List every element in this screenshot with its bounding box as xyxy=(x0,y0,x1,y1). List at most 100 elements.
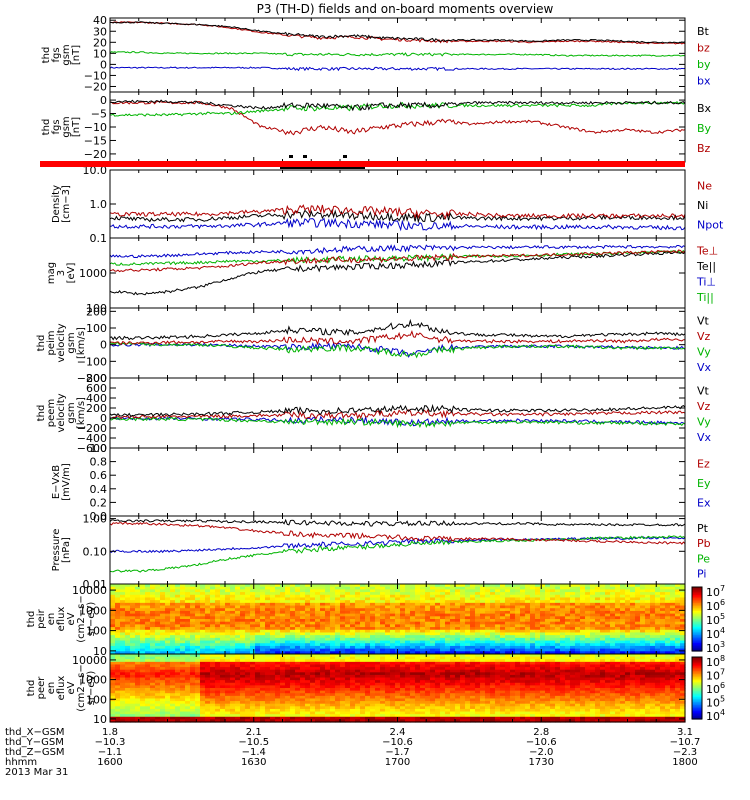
heatmap-cell xyxy=(345,711,351,715)
y-axis-label: eflux xyxy=(56,607,67,632)
heatmap-cell xyxy=(205,645,211,650)
heatmap-cell xyxy=(115,613,121,617)
heatmap-cell xyxy=(195,619,201,623)
heatmap-cell xyxy=(130,651,136,655)
heatmap-cell xyxy=(190,698,196,702)
heatmap-cell xyxy=(295,602,301,607)
heatmap-cell xyxy=(635,637,641,642)
heatmap-cell xyxy=(365,613,371,617)
heatmap-cell xyxy=(140,619,146,623)
heatmap-cell xyxy=(575,594,581,599)
heatmap-cell xyxy=(130,608,136,612)
y-tick-label: 100 xyxy=(86,302,107,315)
heatmap-cell xyxy=(135,703,141,707)
heatmap-cell xyxy=(190,656,196,660)
heatmap-cell xyxy=(565,651,571,655)
heatmap-cell xyxy=(535,619,541,623)
heatmap-cell xyxy=(300,589,306,593)
heatmap-cell xyxy=(345,605,351,609)
heatmap-cell xyxy=(635,651,641,655)
heatmap-cell xyxy=(380,592,386,596)
heatmap-cell xyxy=(340,677,346,681)
heatmap-cell xyxy=(285,637,291,642)
heatmap-cell xyxy=(425,616,431,620)
heatmap-cell xyxy=(225,664,231,668)
heatmap-cell xyxy=(225,613,231,617)
heatmap-cell xyxy=(355,674,361,679)
heatmap-cell xyxy=(400,600,406,604)
heatmap-cell xyxy=(455,605,461,609)
heatmap-cell xyxy=(535,594,541,599)
heatmap-cell xyxy=(575,586,581,590)
heatmap-cell xyxy=(645,608,651,612)
heatmap-cell xyxy=(295,667,301,671)
heatmap-cell xyxy=(345,627,351,631)
y-tick-label: −5 xyxy=(91,108,107,121)
heatmap-cell xyxy=(170,594,176,599)
y-axis-label: [eV] xyxy=(66,263,77,284)
heatmap-cell xyxy=(630,621,636,625)
y-tick-label: 100 xyxy=(86,625,107,638)
y-axis-label: peim xyxy=(46,330,57,355)
heatmap-cell xyxy=(305,621,311,625)
heatmap-cell xyxy=(355,685,361,689)
heatmap-cell xyxy=(360,711,366,715)
heatmap-cell xyxy=(325,690,331,694)
heatmap-cell xyxy=(135,621,141,625)
heatmap-cell xyxy=(485,629,491,634)
heatmap-cell xyxy=(335,616,341,620)
heatmap-cell xyxy=(575,584,581,588)
heatmap-cell xyxy=(510,594,516,599)
heatmap-cell xyxy=(170,672,176,676)
heatmap-cell xyxy=(265,602,271,607)
heatmap-cell xyxy=(110,659,116,663)
heatmap-cell xyxy=(135,667,141,671)
heatmap-cell xyxy=(130,605,136,609)
heatmap-cell xyxy=(495,621,501,625)
heatmap-cell xyxy=(135,605,141,609)
heatmap-cell xyxy=(560,600,566,604)
heatmap-cell xyxy=(270,664,276,668)
heatmap-cell xyxy=(235,674,241,679)
heatmap-cell xyxy=(515,616,521,620)
heatmap-cell xyxy=(345,682,351,686)
heatmap-cell xyxy=(595,613,601,617)
heatmap-cell xyxy=(455,637,461,642)
heatmap-cell xyxy=(200,635,206,639)
heatmap-cell xyxy=(290,674,296,679)
heatmap-cell xyxy=(185,664,191,668)
heatmap-cell xyxy=(305,693,311,697)
heatmap-cell xyxy=(405,608,411,612)
heatmap-cell xyxy=(305,594,311,599)
colorbar-cell xyxy=(692,593,702,596)
heatmap-cell xyxy=(235,637,241,642)
heatmap-cell xyxy=(540,597,546,601)
heatmap-cell xyxy=(565,621,571,625)
heatmap-cell xyxy=(520,589,526,593)
heatmap-cell xyxy=(245,645,251,650)
heatmap-cell xyxy=(210,610,216,615)
heatmap-cell xyxy=(345,667,351,671)
heatmap-cell xyxy=(470,589,476,593)
heatmap-cell xyxy=(330,701,336,705)
heatmap-cell xyxy=(275,708,281,713)
heatmap-cell xyxy=(365,610,371,615)
heatmap-cell xyxy=(245,632,251,636)
colorbar-tick-exponent: 5 xyxy=(720,612,725,621)
heatmap-cell xyxy=(300,708,306,713)
heatmap-cell xyxy=(290,589,296,593)
heatmap-cell xyxy=(515,592,521,596)
heatmap-cell xyxy=(620,586,626,590)
heatmap-cell xyxy=(290,695,296,700)
heatmap-cell xyxy=(250,602,256,607)
heatmap-cell xyxy=(620,640,626,644)
heatmap-cell xyxy=(315,592,321,596)
heatmap-cell xyxy=(380,624,386,628)
heatmap-cell xyxy=(585,640,591,644)
heatmap-cell xyxy=(270,632,276,636)
heatmap-cell xyxy=(235,621,241,625)
heatmap-cell xyxy=(140,685,146,689)
heatmap-cell xyxy=(140,664,146,668)
heatmap-cell xyxy=(605,594,611,599)
heatmap-cell xyxy=(185,716,191,720)
